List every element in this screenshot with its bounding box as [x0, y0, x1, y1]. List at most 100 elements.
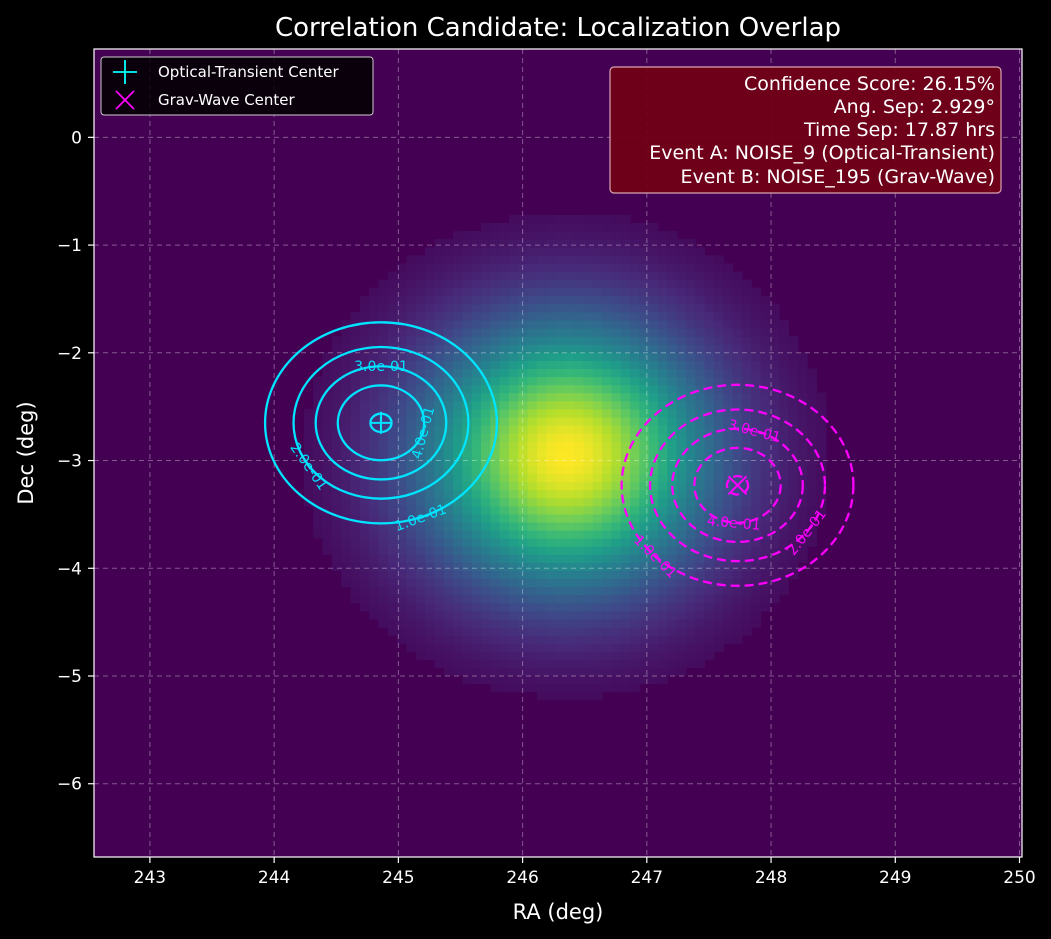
heatmap-cell [453, 247, 463, 256]
heatmap-cell [648, 675, 659, 685]
heatmap-cell [667, 424, 678, 434]
heatmap-cell [760, 521, 771, 531]
heatmap-cell [359, 538, 370, 547]
heatmap-cell [583, 352, 594, 361]
heatmap-cell [667, 554, 678, 563]
heatmap-cell [639, 344, 650, 353]
heatmap-cell [490, 513, 501, 523]
heatmap-cell [611, 481, 622, 491]
heatmap-cell [434, 554, 445, 563]
heatmap-cell [490, 675, 501, 685]
heatmap-cell [676, 303, 687, 313]
heatmap-cell [350, 570, 361, 580]
heatmap-cell [508, 683, 519, 693]
heatmap-cell [518, 659, 529, 668]
heatmap-cell [723, 618, 734, 628]
heatmap-cell [713, 408, 724, 418]
heatmap-cell [434, 562, 445, 572]
heatmap-cell [602, 683, 613, 693]
heatmap-cell [630, 352, 640, 361]
heatmap-cell [751, 578, 762, 588]
heatmap-cell [527, 408, 538, 418]
heatmap-cell [387, 287, 398, 297]
heatmap-cell [536, 247, 547, 256]
heatmap-cell [453, 311, 463, 321]
heatmap-cell [480, 610, 491, 620]
heatmap-cell [527, 473, 538, 483]
heatmap-cell [788, 473, 799, 483]
heatmap-cell [630, 247, 640, 256]
heatmap-cell [518, 231, 529, 240]
heatmap-cell [462, 635, 473, 644]
x-tick-label: 245 [382, 868, 414, 888]
heatmap-cell [741, 344, 752, 353]
heatmap-cell [676, 659, 687, 668]
heatmap-cell [397, 311, 408, 321]
heatmap-cell [434, 441, 445, 450]
heatmap-cell [425, 489, 435, 499]
heatmap-cell [471, 303, 482, 313]
heatmap-cell [713, 449, 724, 458]
heatmap-cell [592, 602, 603, 612]
heatmap-cell [797, 546, 808, 555]
heatmap-cell [769, 328, 780, 337]
heatmap-cell [546, 489, 557, 499]
heatmap-cell [406, 562, 417, 572]
heatmap-cell [453, 602, 463, 612]
info-angular-separation: Ang. Sep: 2.929° [834, 96, 995, 118]
heatmap-cell [378, 578, 389, 588]
heatmap-cell [788, 376, 799, 386]
heatmap-cell [639, 416, 650, 426]
heatmap-cell [704, 538, 715, 547]
heatmap-cell [434, 473, 445, 483]
heatmap-cell [443, 530, 454, 539]
gravwave-contour [648, 408, 827, 563]
heatmap-cell [303, 473, 314, 483]
heatmap-cell [658, 255, 668, 264]
heatmap-cell [574, 538, 585, 547]
heatmap-cell [583, 651, 594, 660]
heatmap-cell [546, 562, 557, 572]
heatmap-cell [741, 610, 752, 620]
heatmap-cell [592, 675, 603, 685]
heatmap-cell [443, 570, 454, 580]
heatmap-cell [359, 578, 370, 588]
heatmap-cell [480, 441, 491, 450]
heatmap-cell [425, 505, 435, 515]
heatmap-cell [434, 530, 445, 539]
heatmap-cell [443, 441, 454, 450]
heatmap-cell [713, 618, 724, 628]
heatmap-cell [685, 602, 696, 612]
heatmap-cell [611, 239, 622, 248]
heatmap-cell [527, 521, 538, 531]
center-markers [369, 411, 748, 496]
heatmap-cell [797, 368, 808, 378]
heatmap-cell [434, 255, 445, 264]
heatmap-cell [574, 368, 585, 378]
heatmap-cell [658, 392, 668, 402]
heatmap-cell [564, 328, 575, 337]
heatmap-cell [648, 222, 659, 232]
heatmap-cell [406, 433, 417, 442]
heatmap-cell [611, 449, 622, 458]
heatmap-cell [443, 352, 454, 361]
heatmap-cell [350, 505, 361, 515]
heatmap-cell [751, 497, 762, 507]
heatmap-cell [397, 368, 408, 378]
heatmap-cell [630, 481, 640, 491]
heatmap-cell [313, 489, 324, 499]
heatmap-cell [527, 465, 538, 475]
heatmap-cell [602, 287, 613, 297]
heatmap-cell [350, 521, 361, 531]
heatmap-cell [676, 546, 687, 555]
heatmap-cell [425, 554, 435, 563]
heatmap-cell [574, 303, 585, 313]
heatmap-cell [639, 319, 650, 329]
heatmap-cell [462, 400, 473, 410]
heatmap-cell [555, 513, 566, 523]
heatmap-cell [480, 424, 491, 434]
heatmap-cell [462, 231, 473, 240]
heatmap-cell [546, 376, 557, 386]
heatmap-cell [611, 311, 622, 321]
heatmap-cell [434, 263, 445, 273]
